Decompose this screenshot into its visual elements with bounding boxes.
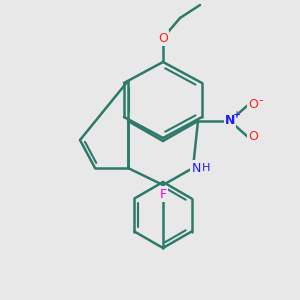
Text: O: O xyxy=(158,32,168,44)
Text: F: F xyxy=(159,188,167,200)
Text: +: + xyxy=(232,110,240,120)
Text: O: O xyxy=(248,130,258,143)
Text: N: N xyxy=(225,115,235,128)
Text: O: O xyxy=(248,98,258,112)
Text: N: N xyxy=(191,161,201,175)
Text: H: H xyxy=(202,163,210,173)
Text: -: - xyxy=(259,94,263,107)
